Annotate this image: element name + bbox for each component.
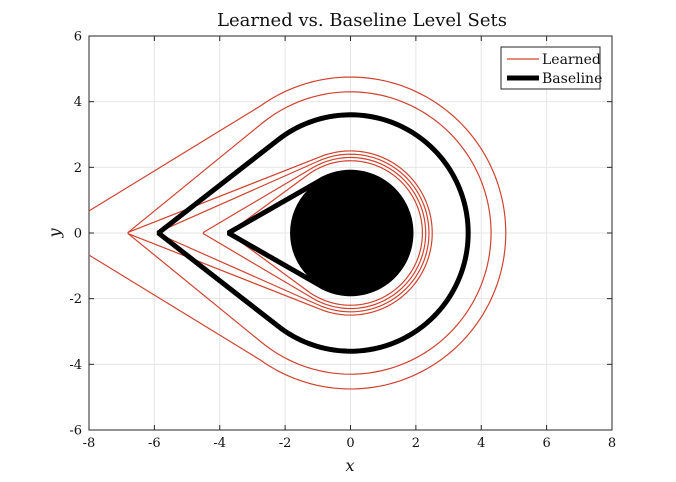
plot-area: [89, 76, 507, 390]
x-tick-label: 6: [542, 436, 550, 451]
baseline-level-set-curve: [227, 169, 414, 297]
x-tick-label: -6: [148, 436, 161, 451]
x-tick-label: -4: [213, 436, 226, 451]
learned-level-set-curve: [157, 153, 430, 313]
learned-level-set-curve: [228, 160, 424, 306]
learned-level-set-curve: [127, 150, 433, 316]
x-tick-label: 2: [412, 436, 420, 451]
learned-level-set-curve: [89, 76, 507, 390]
learned-level-set-curve: [202, 156, 427, 310]
legend-label-baseline: Baseline: [542, 71, 602, 87]
axes-box: [88, 35, 613, 431]
x-tick-label: -8: [83, 436, 96, 451]
legend-label-learned: Learned: [542, 52, 601, 68]
x-tick-label: -2: [279, 436, 292, 451]
baseline-level-set-curve: [156, 112, 471, 354]
x-axis-label: x: [345, 456, 354, 475]
x-tick-label: 8: [608, 436, 616, 451]
legend-box: [500, 46, 601, 90]
y-tick-label: 2: [74, 161, 82, 176]
y-tick-label: 4: [74, 95, 82, 110]
legend: Learned Baseline: [500, 46, 602, 90]
chart-title: Learned vs. Baseline Level Sets: [217, 10, 507, 31]
y-tick-label: -2: [69, 292, 82, 307]
x-tick-label: 4: [477, 436, 485, 451]
y-tick-label: -6: [69, 424, 82, 439]
y-axis-label: y: [45, 228, 64, 239]
y-tick-label: 6: [74, 30, 82, 45]
obstacle-disk: [290, 172, 411, 294]
learned-level-set-curve: [127, 91, 492, 375]
y-tick-label: 0: [74, 227, 82, 242]
axes-frame: [88, 35, 613, 431]
y-tick-label: -4: [69, 358, 82, 373]
x-tick-label: 0: [346, 436, 354, 451]
